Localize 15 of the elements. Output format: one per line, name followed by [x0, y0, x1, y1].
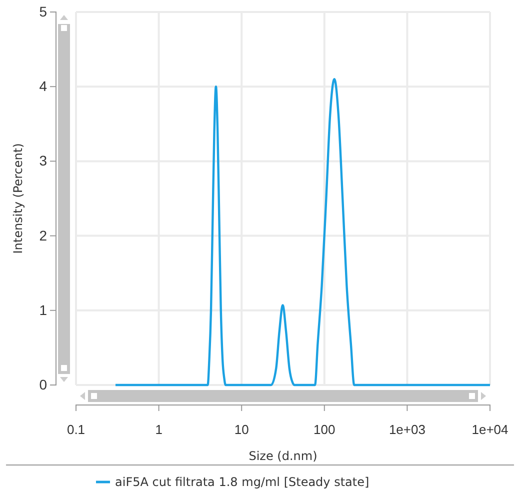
x-tick-label: 10	[234, 422, 249, 438]
x-tick-label: 1	[155, 422, 162, 438]
x-tick-label: 1e+03	[388, 422, 426, 438]
x-tick-label: 1e+04	[472, 422, 508, 438]
x-tick-label: 100	[314, 422, 336, 438]
y-tick-label: 4	[39, 78, 48, 94]
y-tick-label: 2	[39, 227, 48, 244]
legend-label: aiF5A cut filtrata 1.8 mg/ml [Steady state]	[115, 475, 370, 489]
x-axis-title: Size (d.nm)	[248, 449, 318, 463]
y-axis-title: Intensity (Percent)	[11, 143, 25, 254]
y-tick-label: 3	[39, 152, 48, 169]
y-tick-label: 0	[39, 376, 48, 392]
x-tick-label: 0.1	[66, 422, 86, 438]
y-tick-label: 1	[39, 302, 48, 318]
y-tick-label: 5	[39, 3, 48, 20]
